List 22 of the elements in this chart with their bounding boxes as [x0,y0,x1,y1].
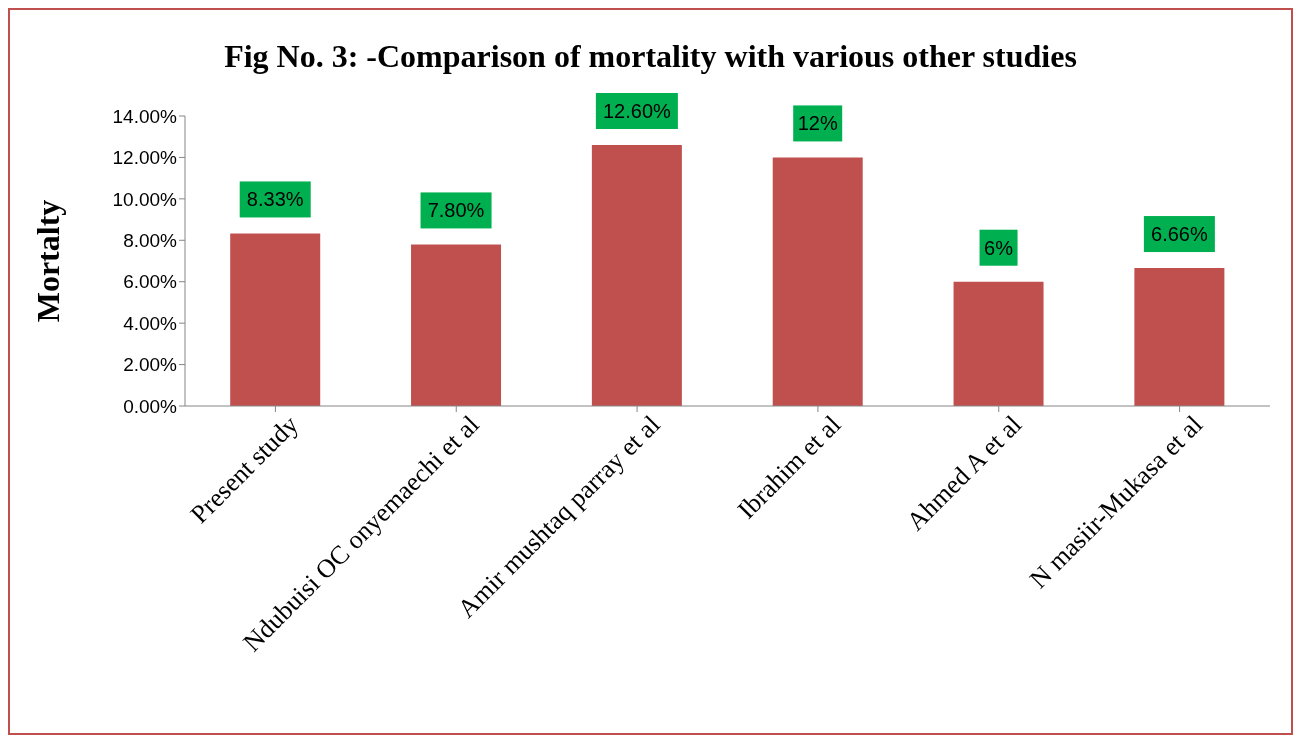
y-tick-label: 0.00% [123,395,178,417]
data-label: 12% [797,112,838,135]
y-tick-label: 6.00% [123,271,178,293]
data-label: 7.80% [427,199,485,222]
y-tick-label: 10.00% [112,188,178,210]
y-tick-label: 12.00% [112,147,178,169]
y-axis-title: Mortalty [30,199,67,323]
chart-title: Fig No. 3: -Comparison of mortality with various other studies [223,38,1078,75]
bar [953,281,1044,406]
y-tick-label: 8.00% [123,230,178,252]
bar [772,157,863,406]
data-label: 6.66% [1151,223,1208,246]
data-label: 6% [984,236,1014,259]
y-tick-label: 14.00% [112,105,178,127]
y-tick-label: 4.00% [123,312,178,334]
bar [591,145,682,406]
data-label: 12.60% [602,100,671,122]
data-label: 8.33% [246,188,304,211]
bar [411,244,502,406]
bar [230,233,321,406]
y-tick-label: 2.00% [123,354,178,376]
bar [1134,268,1225,406]
